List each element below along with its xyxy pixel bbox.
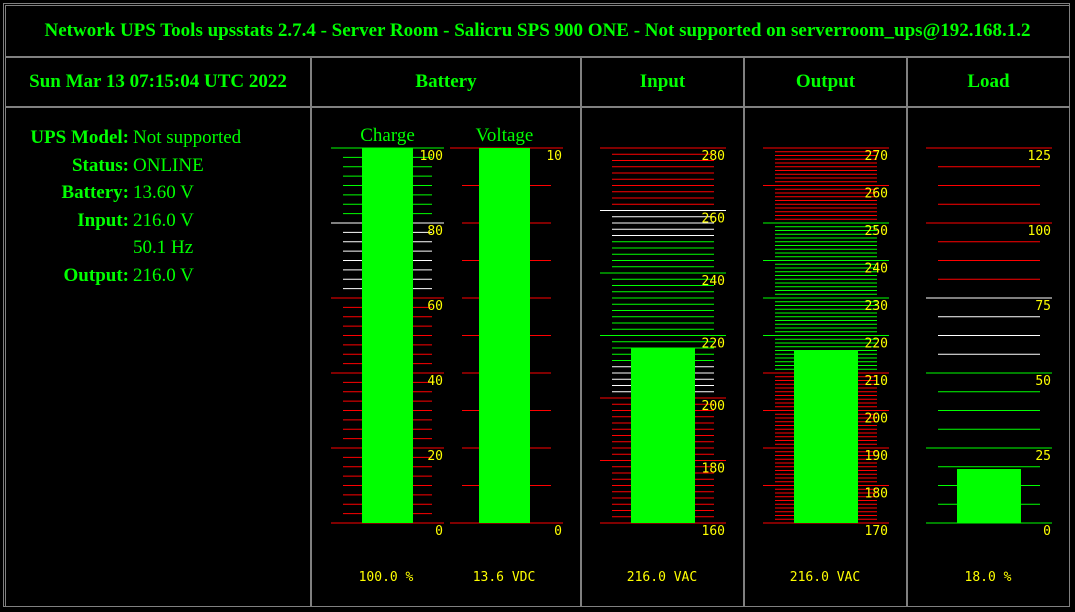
gauge-sublabel: Voltage (476, 125, 534, 146)
level-bar (479, 148, 530, 523)
tick-label: 160 (702, 524, 725, 539)
charge-gauge: 0 20 40 60 80 100 Charge (331, 125, 444, 539)
header-load: Load (907, 57, 1070, 107)
tick-label: 180 (702, 462, 725, 477)
tick-label: 20 (427, 449, 443, 464)
tick-label: 190 (865, 449, 888, 464)
tick-label: 240 (702, 274, 725, 289)
level-bar (957, 469, 1021, 523)
output-gauge: 170 180 190 200 210 220 230 240 250 260 270 (763, 147, 889, 539)
charge-readout: 100.0 % (358, 570, 414, 585)
tick-label: 280 (702, 149, 725, 164)
tick-label: 0 (435, 524, 443, 539)
status-panel: UPS Model: Not supported Status: ONLINE Ba… (5, 107, 311, 607)
tick-label: 100 (1028, 224, 1051, 239)
battery-panel: 0 20 40 60 80 100 Charge 0 10 Voltage 100.0 % 13… (311, 107, 581, 607)
load-readout: 18.0 % (964, 570, 1012, 585)
input-panel: 160 180 200 220 240 260 280 216.0 VAC (581, 107, 744, 607)
voltage-readout: 13.6 VDC (472, 570, 536, 585)
input-readout: 216.0 VAC (626, 570, 698, 585)
timestamp: Sun Mar 13 07:15:04 UTC 2022 (5, 57, 311, 107)
tick-label: 220 (702, 337, 725, 352)
input-gauge: 160 180 200 220 240 260 280 (600, 147, 726, 539)
level-bar (794, 350, 858, 523)
tick-label: 200 (865, 412, 888, 427)
info-label: Output: (63, 264, 129, 286)
tick-label: 25 (1035, 449, 1051, 464)
info-label (6, 234, 129, 262)
info-value: Not supported (133, 127, 242, 148)
tick-label: 0 (1043, 524, 1051, 539)
tick-label: 100 (420, 149, 443, 164)
info-value: ONLINE (133, 154, 204, 176)
tick-label: 210 (865, 374, 888, 389)
output-readout: 216.0 VAC (789, 570, 861, 585)
info-value: 216.0 V (133, 209, 194, 231)
info-label: Input: (77, 209, 129, 231)
tick-label: 260 (702, 212, 725, 227)
tick-label: 60 (427, 299, 443, 314)
info-value: 50.1 Hz (133, 237, 194, 258)
page-title: Network UPS Tools upsstats 2.7.4 - Serve… (5, 5, 1070, 57)
tick-label: 80 (427, 224, 443, 239)
load-gauge: 0 25 50 75 100 125 (926, 147, 1052, 539)
tick-label: 170 (865, 524, 888, 539)
header-battery: Battery (311, 57, 581, 107)
info-label: UPS Model: (30, 127, 129, 148)
info-value: 216.0 V (133, 264, 194, 286)
info-row-input: Input: 216.0 V (6, 207, 241, 235)
tick-label: 180 (865, 487, 888, 502)
level-bar (362, 148, 413, 523)
header-input: Input (581, 57, 744, 107)
tick-label: 10 (546, 149, 562, 164)
info-value: 13.60 V (133, 182, 194, 203)
tick-label: 40 (427, 374, 443, 389)
level-bar (631, 348, 695, 523)
tick-label: 270 (865, 149, 888, 164)
tick-label: 250 (865, 224, 888, 239)
output-panel: 170 180 190 200 210 220 230 240 250 260 270 216.0 … (744, 107, 907, 607)
info-label: Battery: (61, 182, 129, 203)
tick-label: 50 (1035, 374, 1051, 389)
info-row-model: UPS Model: Not supported (6, 124, 241, 152)
load-panel: 0 25 50 75 100 125 18.0 % (907, 107, 1070, 607)
header-output: Output (744, 57, 907, 107)
tick-label: 200 (702, 399, 725, 414)
info-row-status: Status: ONLINE (6, 152, 241, 180)
tick-label: 75 (1035, 299, 1051, 314)
info-row-output: Output: 216.0 V (6, 262, 241, 290)
tick-label: 0 (554, 524, 562, 539)
tick-label: 220 (865, 337, 888, 352)
tick-label: 260 (865, 187, 888, 202)
voltage-gauge: 0 10 Voltage (450, 125, 563, 539)
tick-label: 230 (865, 299, 888, 314)
ups-info-list: UPS Model: Not supported Status: ONLINE Ba… (6, 124, 241, 289)
info-row-frequency: 50.1 Hz (6, 234, 241, 262)
info-row-battery: Battery: 13.60 V (6, 179, 241, 207)
tick-label: 125 (1028, 149, 1051, 164)
gauge-sublabel: Charge (360, 125, 415, 146)
tick-label: 240 (865, 262, 888, 277)
info-label: Status: (71, 154, 129, 176)
